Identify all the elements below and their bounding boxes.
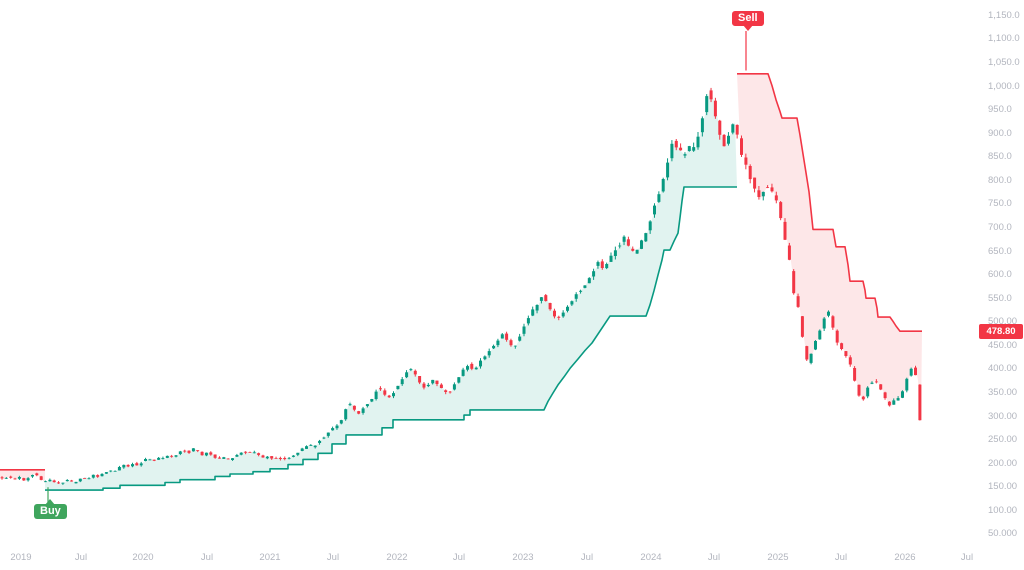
- sell-band-fill: [737, 73, 922, 420]
- sell-signal-label: Sell: [732, 11, 764, 31]
- price-axis-label: 600.0: [988, 269, 1012, 280]
- price-axis-label: 50.000: [988, 528, 1018, 539]
- time-axis-label: Jul: [452, 552, 466, 563]
- price-axis-label: 800.0: [988, 175, 1012, 186]
- trailing-stop-line-buy: [45, 186, 737, 491]
- sell-band-fill-left: [0, 469, 45, 483]
- price-axis-label: 1,050.0: [988, 57, 1020, 68]
- trailing-stop-line-sell: [737, 73, 922, 333]
- time-axis-label: Jul: [834, 552, 848, 563]
- time-axis-label: 2024: [640, 552, 662, 563]
- time-axis-label: Jul: [200, 552, 214, 563]
- price-axis-label: 350.00: [988, 387, 1018, 398]
- time-axis-label: Jul: [960, 552, 974, 563]
- price-axis-label: 750.0: [988, 198, 1012, 209]
- price-axis-label: 650.0: [988, 246, 1012, 257]
- time-axis-label: 2026: [894, 552, 916, 563]
- sell-signal-text: Sell: [738, 12, 758, 24]
- time-axis-label: Jul: [707, 552, 721, 563]
- price-axis-label: 900.0: [988, 128, 1012, 139]
- last-price-tag: 478.80: [979, 324, 1023, 339]
- time-axis-label: Jul: [580, 552, 594, 563]
- last-price-value: 478.80: [986, 326, 1016, 337]
- buy-band-fill: [45, 88, 737, 491]
- time-axis-label: Jul: [326, 552, 340, 563]
- price-axis-label: 300.00: [988, 411, 1018, 422]
- price-axis-label: 700.0: [988, 222, 1012, 233]
- price-axis-label: 250.00: [988, 434, 1018, 445]
- time-axis-label: Jul: [74, 552, 88, 563]
- candles-layer: [0, 87, 922, 485]
- price-axis-label: 550.0: [988, 293, 1012, 304]
- buy-signal-label: Buy: [34, 499, 67, 519]
- buy-signal-text: Buy: [40, 505, 61, 517]
- price-axis-label: 1,150.0: [988, 10, 1020, 21]
- time-axis-label: 2021: [259, 552, 281, 563]
- price-axis-label: 450.00: [988, 340, 1018, 351]
- price-axis-label: 400.00: [988, 363, 1018, 374]
- time-axis-label: 2020: [132, 552, 154, 563]
- price-axis-label: 500.00: [988, 316, 1018, 327]
- price-axis-label: 1,000.0: [988, 81, 1020, 92]
- price-axis-label: 200.00: [988, 458, 1018, 469]
- time-axis-label: 2023: [512, 552, 534, 563]
- time-axis-label: 2019: [10, 552, 32, 563]
- price-axis-label: 150.00: [988, 481, 1018, 492]
- price-axis-label: 1,100.0: [988, 33, 1020, 44]
- time-axis-label: 2025: [767, 552, 789, 563]
- price-axis-label: 850.0: [988, 151, 1012, 162]
- price-axis-label: 950.0: [988, 104, 1012, 115]
- price-axis-label: 100.00: [988, 505, 1018, 516]
- time-axis-label: 2022: [386, 552, 408, 563]
